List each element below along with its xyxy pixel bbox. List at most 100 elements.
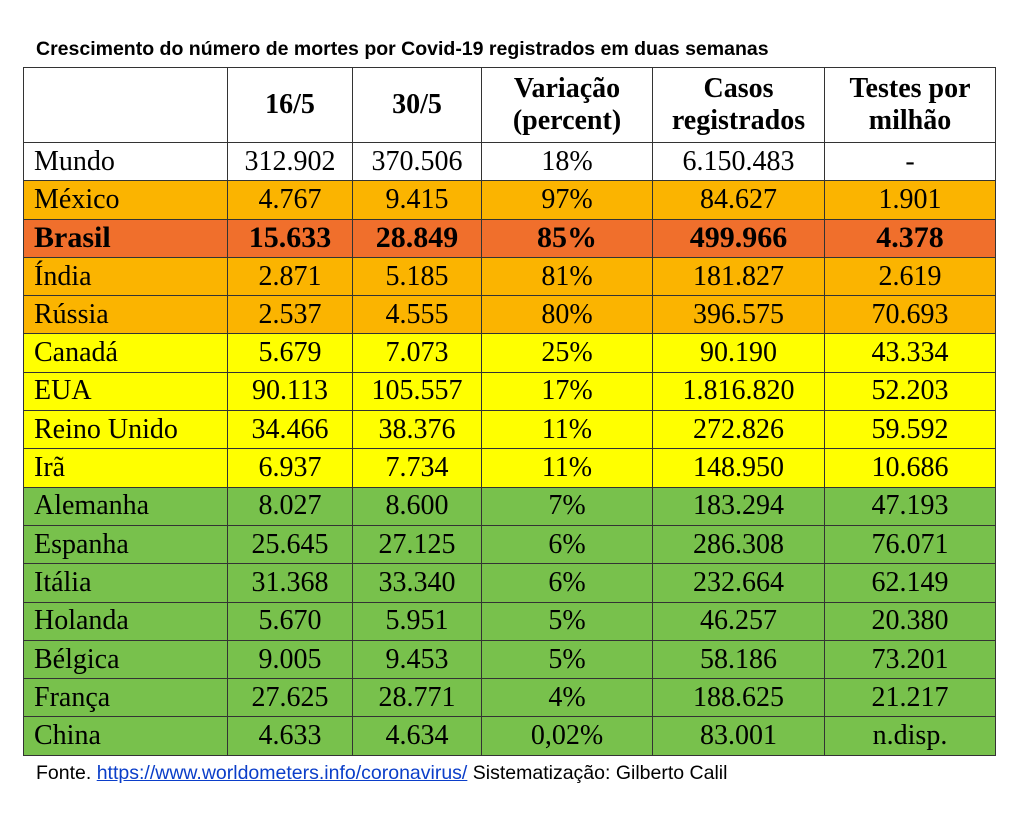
cases-cell: 396.575 bbox=[652, 295, 825, 335]
tests-cell: 4.378 bbox=[824, 218, 996, 258]
tests-cell: 10.686 bbox=[824, 448, 996, 488]
cases-cell: 183.294 bbox=[652, 486, 825, 526]
footer-prefix: Fonte. bbox=[36, 762, 97, 784]
variation-cell: 5% bbox=[481, 639, 653, 680]
deaths-16-5-cell: 4.767 bbox=[227, 180, 353, 220]
deaths-16-5-cell: 312.902 bbox=[227, 141, 353, 182]
country-cell: Canadá bbox=[23, 333, 228, 373]
country-cell: EUA bbox=[23, 371, 228, 412]
table-row: China 4.633 4.634 0,02% 83.001 n.disp. bbox=[23, 716, 996, 756]
covid-deaths-table: 16/5 30/5 Variação (percent) Casos regis… bbox=[23, 67, 996, 756]
country-cell: Brasil bbox=[23, 218, 228, 258]
deaths-16-5-cell: 2.871 bbox=[227, 256, 353, 297]
table-row: França 27.625 28.771 4% 188.625 21.217 bbox=[23, 678, 996, 718]
country-cell: Itália bbox=[23, 563, 228, 603]
deaths-30-5-cell: 105.557 bbox=[352, 371, 482, 412]
cases-cell: 188.625 bbox=[652, 678, 825, 718]
header-cell-date-16-5: 16/5 bbox=[227, 67, 353, 143]
cases-cell: 499.966 bbox=[652, 218, 825, 258]
country-cell: Irã bbox=[23, 448, 228, 488]
cases-cell: 84.627 bbox=[652, 180, 825, 220]
cases-cell: 46.257 bbox=[652, 601, 825, 641]
variation-cell: 25% bbox=[481, 333, 653, 373]
table-row: EUA 90.113 105.557 17% 1.816.820 52.203 bbox=[23, 371, 996, 412]
deaths-16-5-cell: 34.466 bbox=[227, 410, 353, 450]
cases-cell: 83.001 bbox=[652, 716, 825, 756]
cases-cell: 90.190 bbox=[652, 333, 825, 373]
header-cell-cases: Casos registrados bbox=[652, 67, 825, 143]
variation-cell: 17% bbox=[481, 371, 653, 412]
tests-cell: - bbox=[824, 141, 996, 182]
tests-cell: 52.203 bbox=[824, 371, 996, 412]
deaths-30-5-cell: 4.634 bbox=[352, 716, 482, 756]
deaths-30-5-cell: 28.849 bbox=[352, 218, 482, 258]
deaths-30-5-cell: 8.600 bbox=[352, 486, 482, 526]
table-row: Índia 2.871 5.185 81% 181.827 2.619 bbox=[23, 256, 996, 297]
table-row: Holanda 5.670 5.951 5% 46.257 20.380 bbox=[23, 601, 996, 641]
deaths-16-5-cell: 25.645 bbox=[227, 524, 353, 565]
table-row: Espanha 25.645 27.125 6% 286.308 76.071 bbox=[23, 524, 996, 565]
cases-cell: 58.186 bbox=[652, 639, 825, 680]
deaths-16-5-cell: 9.005 bbox=[227, 639, 353, 680]
deaths-30-5-cell: 4.555 bbox=[352, 295, 482, 335]
deaths-30-5-cell: 7.073 bbox=[352, 333, 482, 373]
deaths-30-5-cell: 28.771 bbox=[352, 678, 482, 718]
deaths-16-5-cell: 31.368 bbox=[227, 563, 353, 603]
tests-cell: n.disp. bbox=[824, 716, 996, 756]
table-row: México 4.767 9.415 97% 84.627 1.901 bbox=[23, 180, 996, 220]
country-cell: China bbox=[23, 716, 228, 756]
table-row: Reino Unido 34.466 38.376 11% 272.826 59.592 bbox=[23, 410, 996, 450]
table-row: Rússia 2.537 4.555 80% 396.575 70.693 bbox=[23, 295, 996, 335]
deaths-16-5-cell: 8.027 bbox=[227, 486, 353, 526]
deaths-30-5-cell: 7.734 bbox=[352, 448, 482, 488]
variation-cell: 7% bbox=[481, 486, 653, 526]
country-cell: México bbox=[23, 180, 228, 220]
country-cell: Rússia bbox=[23, 295, 228, 335]
deaths-30-5-cell: 370.506 bbox=[352, 141, 482, 182]
source-footer: Fonte. https://www.worldometers.info/cor… bbox=[36, 762, 727, 785]
cases-cell: 272.826 bbox=[652, 410, 825, 450]
tests-cell: 1.901 bbox=[824, 180, 996, 220]
deaths-16-5-cell: 5.670 bbox=[227, 601, 353, 641]
country-cell: Alemanha bbox=[23, 486, 228, 526]
deaths-16-5-cell: 15.633 bbox=[227, 218, 353, 258]
tests-cell: 47.193 bbox=[824, 486, 996, 526]
cases-cell: 6.150.483 bbox=[652, 141, 825, 182]
country-cell: França bbox=[23, 678, 228, 718]
tests-cell: 59.592 bbox=[824, 410, 996, 450]
country-cell: Holanda bbox=[23, 601, 228, 641]
cases-cell: 1.816.820 bbox=[652, 371, 825, 412]
deaths-16-5-cell: 5.679 bbox=[227, 333, 353, 373]
tests-cell: 76.071 bbox=[824, 524, 996, 565]
variation-cell: 80% bbox=[481, 295, 653, 335]
variation-cell: 11% bbox=[481, 448, 653, 488]
tests-cell: 62.149 bbox=[824, 563, 996, 603]
deaths-30-5-cell: 5.185 bbox=[352, 256, 482, 297]
table-row: Mundo 312.902 370.506 18% 6.150.483- bbox=[23, 141, 996, 182]
table-row: Canadá 5.679 7.073 25% 90.190 43.334 bbox=[23, 333, 996, 373]
source-link[interactable]: https://www.worldometers.info/coronaviru… bbox=[96, 762, 468, 784]
variation-cell: 6% bbox=[481, 524, 653, 565]
deaths-16-5-cell: 27.625 bbox=[227, 678, 353, 718]
deaths-30-5-cell: 38.376 bbox=[352, 410, 482, 450]
header-cell-tests: Testes por milhão bbox=[824, 67, 996, 143]
cases-cell: 232.664 bbox=[652, 563, 825, 603]
deaths-16-5-cell: 6.937 bbox=[227, 448, 353, 488]
deaths-16-5-cell: 4.633 bbox=[227, 716, 353, 756]
variation-cell: 97% bbox=[481, 180, 653, 220]
footer-credit: Sistematização: Gilberto Calil bbox=[467, 762, 728, 784]
tests-cell: 2.619 bbox=[824, 256, 996, 297]
table-row: Bélgica 9.005 9.453 5% 58.186 73.201 bbox=[23, 639, 996, 680]
cases-cell: 148.950 bbox=[652, 448, 825, 488]
variation-cell: 6% bbox=[481, 563, 653, 603]
variation-cell: 18% bbox=[481, 141, 653, 182]
variation-cell: 81% bbox=[481, 256, 653, 297]
deaths-30-5-cell: 9.415 bbox=[352, 180, 482, 220]
country-cell: Bélgica bbox=[23, 639, 228, 680]
country-cell: Reino Unido bbox=[23, 410, 228, 450]
header-cell-empty bbox=[23, 67, 228, 143]
header-cell-date-30-5: 30/5 bbox=[352, 67, 482, 143]
deaths-16-5-cell: 2.537 bbox=[227, 295, 353, 335]
variation-cell: 85% bbox=[481, 218, 653, 258]
table-body: Mundo 312.902 370.506 18% 6.150.483- México 4.… bbox=[23, 141, 996, 756]
